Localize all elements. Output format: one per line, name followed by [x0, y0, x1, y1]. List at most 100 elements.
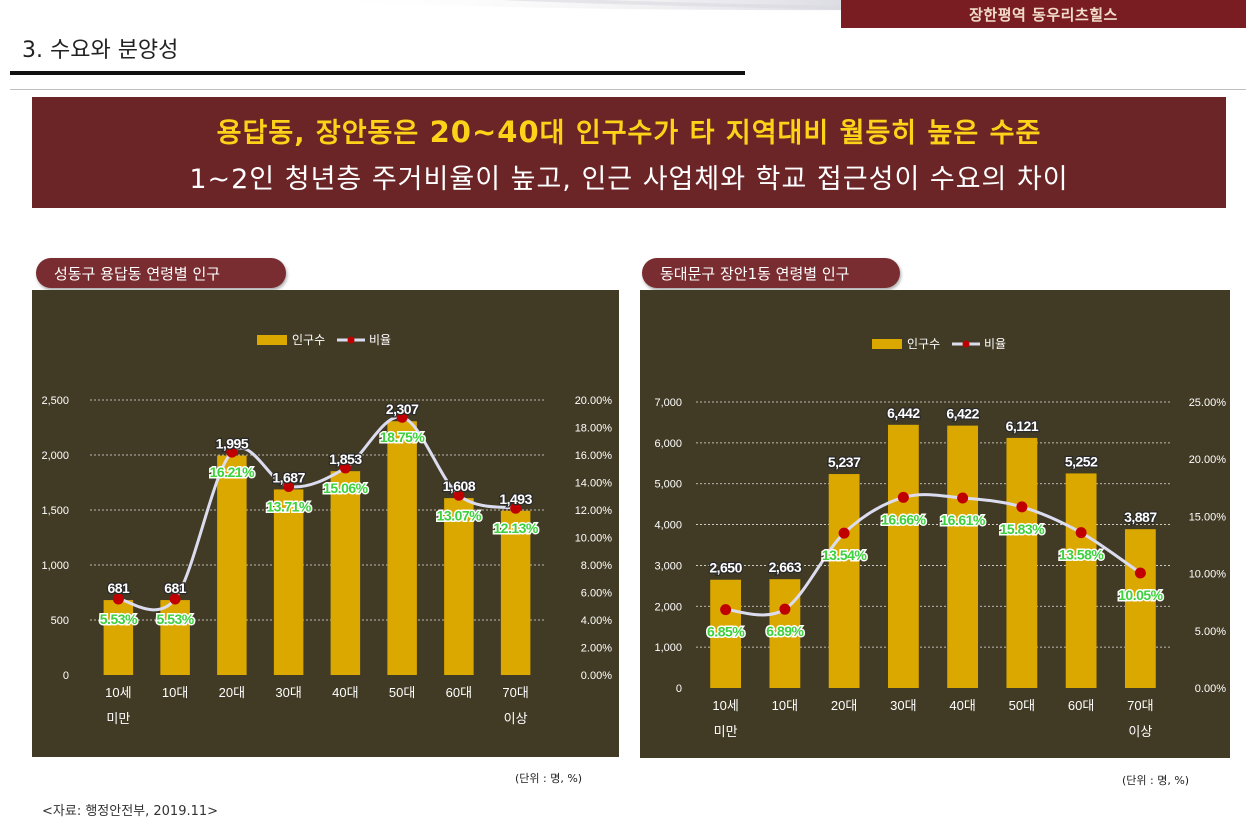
x-tick-label: 미만 [106, 711, 130, 726]
bar-value-label: 5,237 [828, 454, 861, 470]
legend-line-label: 비율 [369, 333, 391, 347]
bar-value-label: 3,887 [1124, 509, 1157, 525]
chart-panel-yongdap: 0 500 1,000 1,500 2,000 2,500 0.00% 2.00% 4.00% 6… [32, 290, 619, 757]
chart-title-jangan: 동대문구 장안1동 연령별 인구 [642, 258, 900, 288]
y-left-tick-label: 2,000 [41, 450, 69, 462]
title-underline [10, 71, 745, 75]
ratio-marker [1016, 501, 1028, 513]
bar [444, 498, 474, 675]
y-right-tick-label: 18.00% [575, 423, 613, 435]
ratio-value-label: 10.05% [1118, 587, 1164, 603]
bar [330, 471, 361, 675]
x-tick-label: 40대 [949, 698, 975, 713]
ratio-value-label: 13.71% [266, 498, 312, 514]
y-left-tick-label: 0 [676, 683, 682, 695]
bar [1006, 437, 1038, 688]
y-right-tick-label: 14.00% [575, 478, 613, 490]
y-right-tick-label: 16.00% [575, 450, 613, 462]
y-left-tick-label: 2,000 [654, 601, 682, 613]
bar [103, 600, 134, 675]
ratio-marker [453, 489, 465, 501]
ratio-value-label: 16.21% [210, 464, 256, 480]
y-left-tick-label: 7,000 [654, 397, 682, 409]
x-tick-label: 70대 [1127, 698, 1153, 713]
bar [500, 510, 531, 675]
unit-note-left: (단위 : 명, %) [515, 772, 583, 785]
ratio-value-label: 13.54% [822, 547, 868, 563]
x-tick-label: 미만 [714, 724, 738, 739]
y-right-tick-label: 5.00% [1195, 626, 1226, 638]
y-right-tick-label: 20.00% [575, 395, 613, 407]
y-left-tick-label: 500 [51, 615, 69, 627]
x-tick-label: 10대 [772, 698, 798, 713]
y-right-tick-label: 20.00% [1189, 454, 1227, 466]
y-right-tick-label: 2.00% [581, 643, 612, 655]
y-left-tick-label: 4,000 [654, 520, 682, 532]
bar [217, 455, 247, 675]
ratio-value-label: 5.53% [100, 611, 138, 627]
legend-line-marker [347, 336, 355, 344]
bar [828, 474, 860, 688]
ratio-marker [779, 603, 791, 615]
ratio-marker [226, 446, 238, 458]
y-right-tick-label: 6.00% [581, 588, 612, 600]
bar [1124, 529, 1156, 688]
y-right-tick-label: 4.00% [581, 615, 612, 627]
ratio-value-label: 15.83% [1000, 521, 1046, 537]
ratio-value-label: 15.06% [323, 480, 369, 496]
legend-bar-label: 인구수 [907, 337, 940, 351]
y-left-tick-label: 1,500 [41, 505, 69, 517]
headline-line-2: 1~2인 청년층 주거비율이 높고, 인근 사업체와 학교 접근성이 수요의 차… [189, 164, 1069, 195]
y-right-tick-label: 12.00% [575, 505, 613, 517]
ratio-value-label: 13.07% [437, 507, 483, 523]
unit-note-right: (단위 : 명, %) [1122, 774, 1190, 787]
bar-value-label: 6,121 [1006, 418, 1039, 434]
legend-bar-swatch [872, 339, 902, 349]
x-tick-label: 10세 [712, 698, 738, 713]
bar-value-label: 6,422 [946, 406, 979, 422]
bar-value-label: 2,650 [709, 560, 742, 576]
bar-value-label: 2,663 [769, 559, 802, 575]
ratio-value-label: 16.61% [940, 512, 986, 528]
x-tick-label: 10대 [162, 685, 188, 700]
ratio-marker [283, 480, 295, 492]
bar-value-label: 1,608 [443, 478, 476, 494]
y-right-tick-label: 10.00% [575, 533, 613, 545]
bar [160, 600, 190, 675]
bar-value-label: 1,687 [272, 469, 305, 485]
legend-line-label: 비율 [984, 337, 1006, 351]
ratio-marker [838, 527, 850, 539]
bar [710, 579, 742, 688]
x-tick-label: 70대 [502, 685, 528, 700]
headline-highlight: 20~40 [429, 115, 540, 149]
y-left-tick-label: 2,500 [41, 395, 69, 407]
x-tick-label: 20대 [219, 685, 245, 700]
x-tick-label: 50대 [1009, 698, 1035, 713]
ratio-marker [169, 593, 181, 605]
x-tick-label: 50대 [389, 685, 415, 700]
ratio-marker [339, 462, 351, 474]
ratio-marker [720, 604, 732, 616]
ratio-value-label: 6.89% [766, 623, 804, 639]
ratio-value-label: 13.58% [1059, 547, 1105, 563]
ratio-value-label: 12.13% [493, 520, 539, 536]
chart-jangan: 0 1,000 2,000 3,000 4,000 5,000 6,000 7,000 0.00… [654, 337, 1227, 739]
chart-yongdap: 0 500 1,000 1,500 2,000 2,500 0.00% 2.00% 4.00% 6… [41, 333, 613, 726]
bar [273, 489, 304, 675]
bar-value-label: 1,853 [329, 451, 362, 467]
bar-value-label: 2,307 [386, 401, 419, 417]
ratio-marker [510, 502, 522, 514]
ratio-marker [957, 492, 969, 504]
ratio-marker [1134, 567, 1146, 579]
bar [947, 425, 979, 688]
ratio-marker [897, 491, 909, 503]
headline-line-1: 용답동, 장안동은 20~40대 인구수가 타 지역대비 월등히 높은 수준 [216, 115, 1042, 149]
x-tick-label: 30대 [890, 698, 916, 713]
headline-banner: 용답동, 장안동은 20~40대 인구수가 타 지역대비 월등히 높은 수준 1… [32, 97, 1226, 208]
source-note: <자료: 행정안전부, 2019.11> [42, 804, 219, 819]
y-right-tick-label: 15.00% [1189, 511, 1227, 523]
bar-value-label: 6,442 [887, 405, 920, 421]
x-tick-label: 10세 [105, 685, 131, 700]
x-tick-label: 60대 [446, 685, 472, 700]
x-tick-label: 이상 [1128, 724, 1152, 739]
